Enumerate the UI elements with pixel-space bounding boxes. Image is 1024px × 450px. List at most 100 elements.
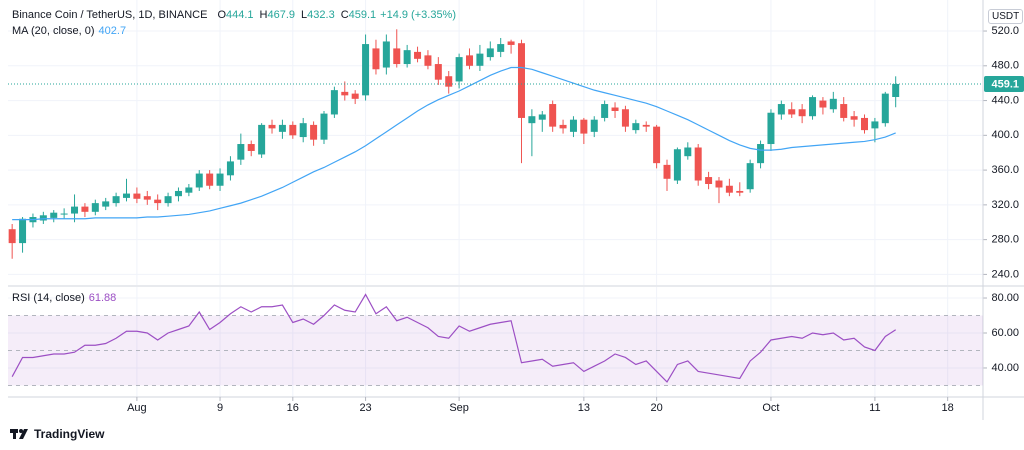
ma-line xyxy=(12,66,896,221)
candle-body xyxy=(393,48,401,65)
candle-body xyxy=(289,124,297,136)
candle-body xyxy=(122,193,130,198)
candle-body xyxy=(216,173,224,186)
candle-body xyxy=(143,196,151,200)
y-tick-label: 480.0 xyxy=(991,60,1019,72)
ohlc-label: L xyxy=(301,9,308,21)
y-tick-label: 440.0 xyxy=(991,94,1019,106)
y-tick-label: 80.00 xyxy=(991,292,1019,304)
candle-body xyxy=(819,100,827,108)
x-tick-label: 13 xyxy=(578,402,590,414)
title-row: Binance Coin / TetherUS, 1D, BINANCE O 44… xyxy=(12,9,456,21)
candle-body xyxy=(102,201,110,207)
y-tick-label: 280.0 xyxy=(991,234,1019,246)
currency-unit[interactable]: USDT xyxy=(988,9,1024,24)
last-price-tag xyxy=(984,75,1024,92)
y-tick-label: 520.0 xyxy=(991,25,1019,37)
x-tick-label: 23 xyxy=(359,402,371,414)
ma-legend: MA (20, close, 0) 402.7 xyxy=(12,25,126,37)
candle-body xyxy=(538,114,546,120)
candle-body xyxy=(632,123,640,131)
candle-body xyxy=(549,104,557,127)
candle-body xyxy=(133,193,141,199)
ohlc-value: 459.1 xyxy=(348,9,377,21)
y-tick-label: 240.0 xyxy=(991,268,1019,280)
rsi-line xyxy=(11,293,897,383)
rsi-value: 61.88 xyxy=(88,292,117,304)
candle-body xyxy=(673,149,681,181)
y-tick-label: 360.0 xyxy=(991,164,1019,176)
last-price-label: 459.1 xyxy=(991,78,1019,90)
x-tick-label: Sep xyxy=(449,402,469,414)
candle-body xyxy=(403,50,411,65)
candle-body xyxy=(798,109,806,117)
candle-body xyxy=(206,173,214,186)
price-change: +14.9 (+3.35%) xyxy=(380,9,457,21)
candle-body xyxy=(258,124,266,155)
candle-body xyxy=(507,41,515,45)
candle-body xyxy=(684,147,692,157)
candle-body xyxy=(809,97,817,117)
candle-body xyxy=(517,43,525,118)
candle-body xyxy=(112,196,120,204)
x-tick-label: 20 xyxy=(650,402,662,414)
candle-body xyxy=(268,124,276,129)
candle-body xyxy=(310,124,318,140)
candle-body xyxy=(330,90,338,115)
candle-body xyxy=(528,116,536,124)
candle-body xyxy=(559,124,567,129)
candle-body xyxy=(81,206,89,212)
candle-body xyxy=(486,48,494,58)
candle-body xyxy=(569,119,577,132)
candle-body xyxy=(829,98,837,110)
ohlc-value: 467.9 xyxy=(267,9,296,21)
candle-body xyxy=(164,196,172,204)
candle-body xyxy=(372,48,380,70)
candle-body xyxy=(881,93,889,124)
candle-body xyxy=(341,91,349,96)
candle-body xyxy=(434,64,442,80)
candle-body xyxy=(663,164,671,179)
candle-body xyxy=(611,107,619,111)
candle-body xyxy=(746,163,754,190)
candle-body xyxy=(351,93,359,99)
candle-body xyxy=(715,180,723,188)
candle-body xyxy=(91,203,99,212)
candle-body xyxy=(601,104,609,118)
chart-title: Binance Coin / TetherUS, 1D, BINANCE xyxy=(12,9,208,21)
candle-body xyxy=(705,177,713,185)
candle-body xyxy=(320,113,328,140)
candle-body xyxy=(642,124,650,127)
x-tick-label: 9 xyxy=(217,402,223,414)
y-tick-label: 320.0 xyxy=(991,199,1019,211)
candle-body xyxy=(466,55,474,66)
y-tick-label: 40.00 xyxy=(991,362,1019,374)
candle-body xyxy=(174,190,182,197)
candle-body xyxy=(850,116,858,120)
candle-body xyxy=(154,199,162,204)
candle-body xyxy=(237,144,245,160)
x-tick-label: 16 xyxy=(287,402,299,414)
candle-body xyxy=(299,123,307,138)
ma-name: MA (20, close, 0) xyxy=(12,25,95,37)
candle-body xyxy=(476,53,484,66)
x-tick-label: 18 xyxy=(942,402,954,414)
candle-body xyxy=(861,117,869,131)
ohlc-value: 444.1 xyxy=(226,9,254,21)
candle-body xyxy=(71,206,79,214)
candle-body xyxy=(757,144,765,164)
candle-body xyxy=(195,173,203,188)
ohlc-label: H xyxy=(259,9,268,21)
brand-logo[interactable]: TradingView xyxy=(10,427,104,441)
candle-body xyxy=(60,213,68,215)
candle-body xyxy=(8,229,16,244)
candle-body xyxy=(580,119,588,134)
candle-body xyxy=(497,44,505,52)
candle-body xyxy=(455,57,463,82)
brand-icon xyxy=(10,429,28,439)
x-tick-label: 11 xyxy=(869,402,880,414)
candle-body xyxy=(185,187,193,193)
candle-body xyxy=(840,104,848,118)
y-tick-label: 60.00 xyxy=(991,327,1019,339)
